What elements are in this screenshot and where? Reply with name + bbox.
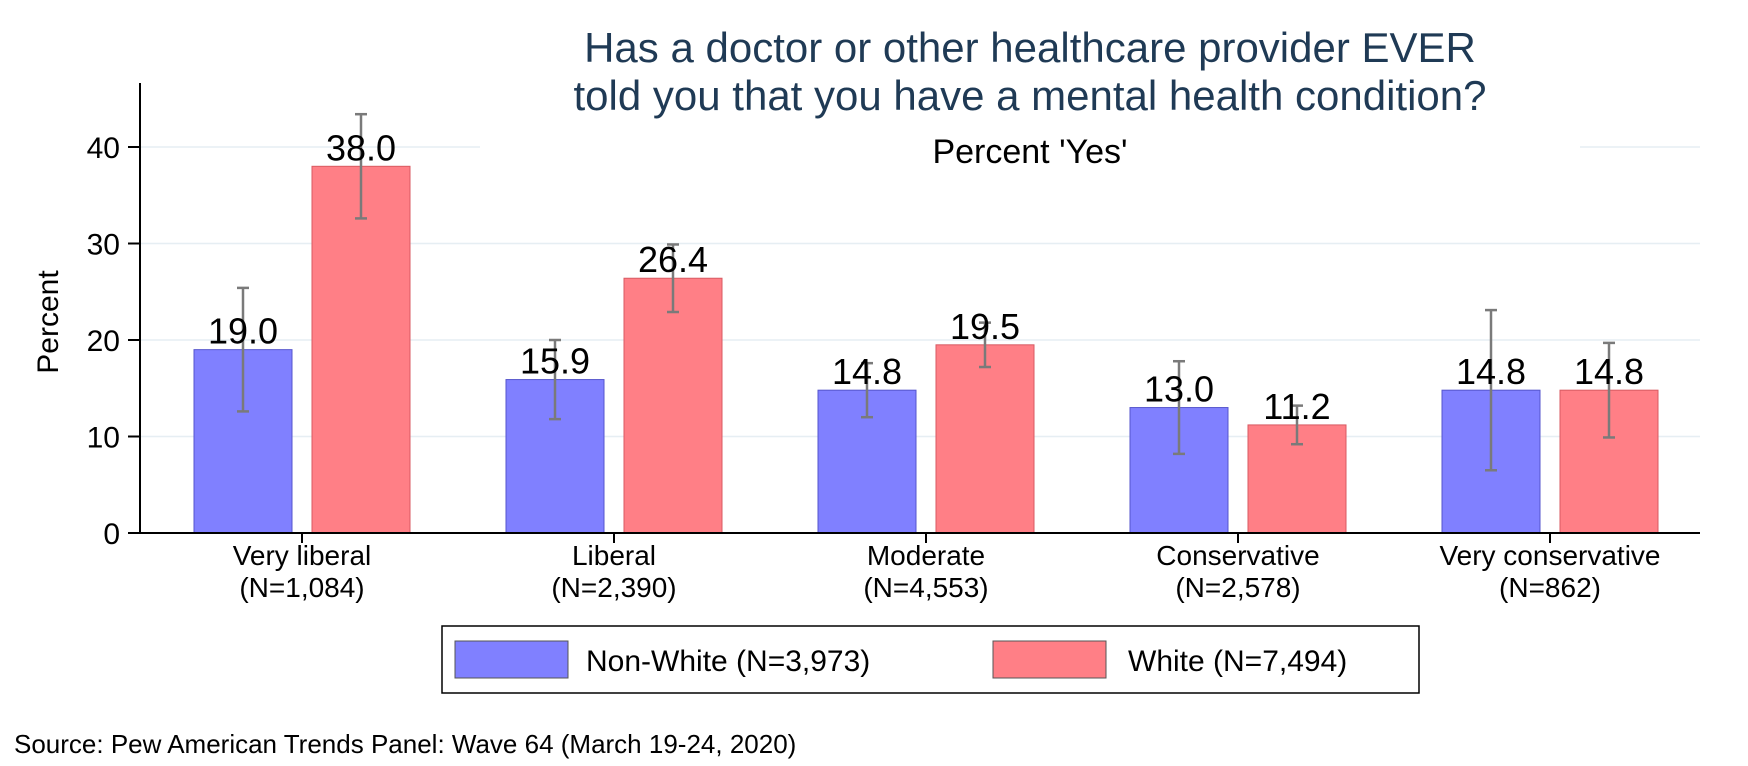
data-label: 14.8 — [1574, 351, 1644, 392]
x-category-label: Liberal — [572, 540, 656, 571]
y-ticks: 0 10 20 30 40 — [87, 132, 140, 551]
data-labels: 19.0 38.0 15.9 26.4 14.8 19.5 13.0 11.2 14.8 14.8 — [208, 127, 1644, 427]
x-category-label: Conservative — [1156, 540, 1319, 571]
bar-non-white-conservative — [1129, 407, 1229, 534]
legend: Non-White (N=3,973) White (N=7,494) — [441, 625, 1420, 694]
y-tick-label: 0 — [103, 518, 120, 551]
x-category-label: Moderate — [867, 540, 985, 571]
title-background — [480, 20, 1580, 185]
data-label: 19.5 — [950, 306, 1020, 347]
legend-label-non-white: Non-White (N=3,973) — [586, 645, 870, 678]
legend-swatch-non-white — [454, 640, 569, 679]
x-category-label: Very conservative — [1440, 540, 1661, 571]
chart-title-line-1: Has a doctor or other healthcare provide… — [584, 24, 1476, 71]
data-label: 15.9 — [520, 341, 590, 382]
data-label: 13.0 — [1144, 369, 1214, 410]
bars — [193, 165, 1659, 534]
source-note: Source: Pew American Trends Panel: Wave … — [14, 729, 796, 759]
y-axis-label: Percent — [32, 270, 65, 374]
chart-subtitle: Percent 'Yes' — [932, 133, 1127, 171]
axes — [139, 83, 1700, 534]
bar-white-liberal — [623, 277, 723, 534]
bar-white-moderate — [935, 344, 1035, 534]
x-category-labels: Very liberal(N=1,084) Liberal(N=2,390) Mod… — [233, 533, 1661, 603]
x-category-n: (N=862) — [1499, 572, 1601, 603]
y-tick-label: 30 — [87, 229, 120, 262]
x-category-n: (N=2,390) — [551, 572, 676, 603]
data-label: 14.8 — [832, 351, 902, 392]
x-category-n: (N=1,084) — [239, 572, 364, 603]
data-label: 26.4 — [638, 239, 708, 280]
legend-label-white: White (N=7,494) — [1128, 645, 1347, 678]
data-label: 19.0 — [208, 311, 278, 352]
y-tick-label: 40 — [87, 132, 120, 165]
chart-title-line-2: told you that you have a mental health c… — [574, 72, 1487, 119]
y-tick-label: 10 — [87, 422, 120, 455]
y-tick-label: 20 — [87, 325, 120, 358]
x-category-n: (N=2,578) — [1175, 572, 1300, 603]
x-category-label: Very liberal — [233, 540, 372, 571]
error-bars — [237, 112, 1615, 472]
data-label: 14.8 — [1456, 351, 1526, 392]
bar-white-very-liberal — [311, 165, 411, 534]
legend-swatch-white — [992, 640, 1107, 679]
data-label: 11.2 — [1263, 386, 1330, 427]
data-label: 38.0 — [326, 127, 396, 168]
x-category-n: (N=4,553) — [863, 572, 988, 603]
legend-frame — [441, 625, 1420, 694]
